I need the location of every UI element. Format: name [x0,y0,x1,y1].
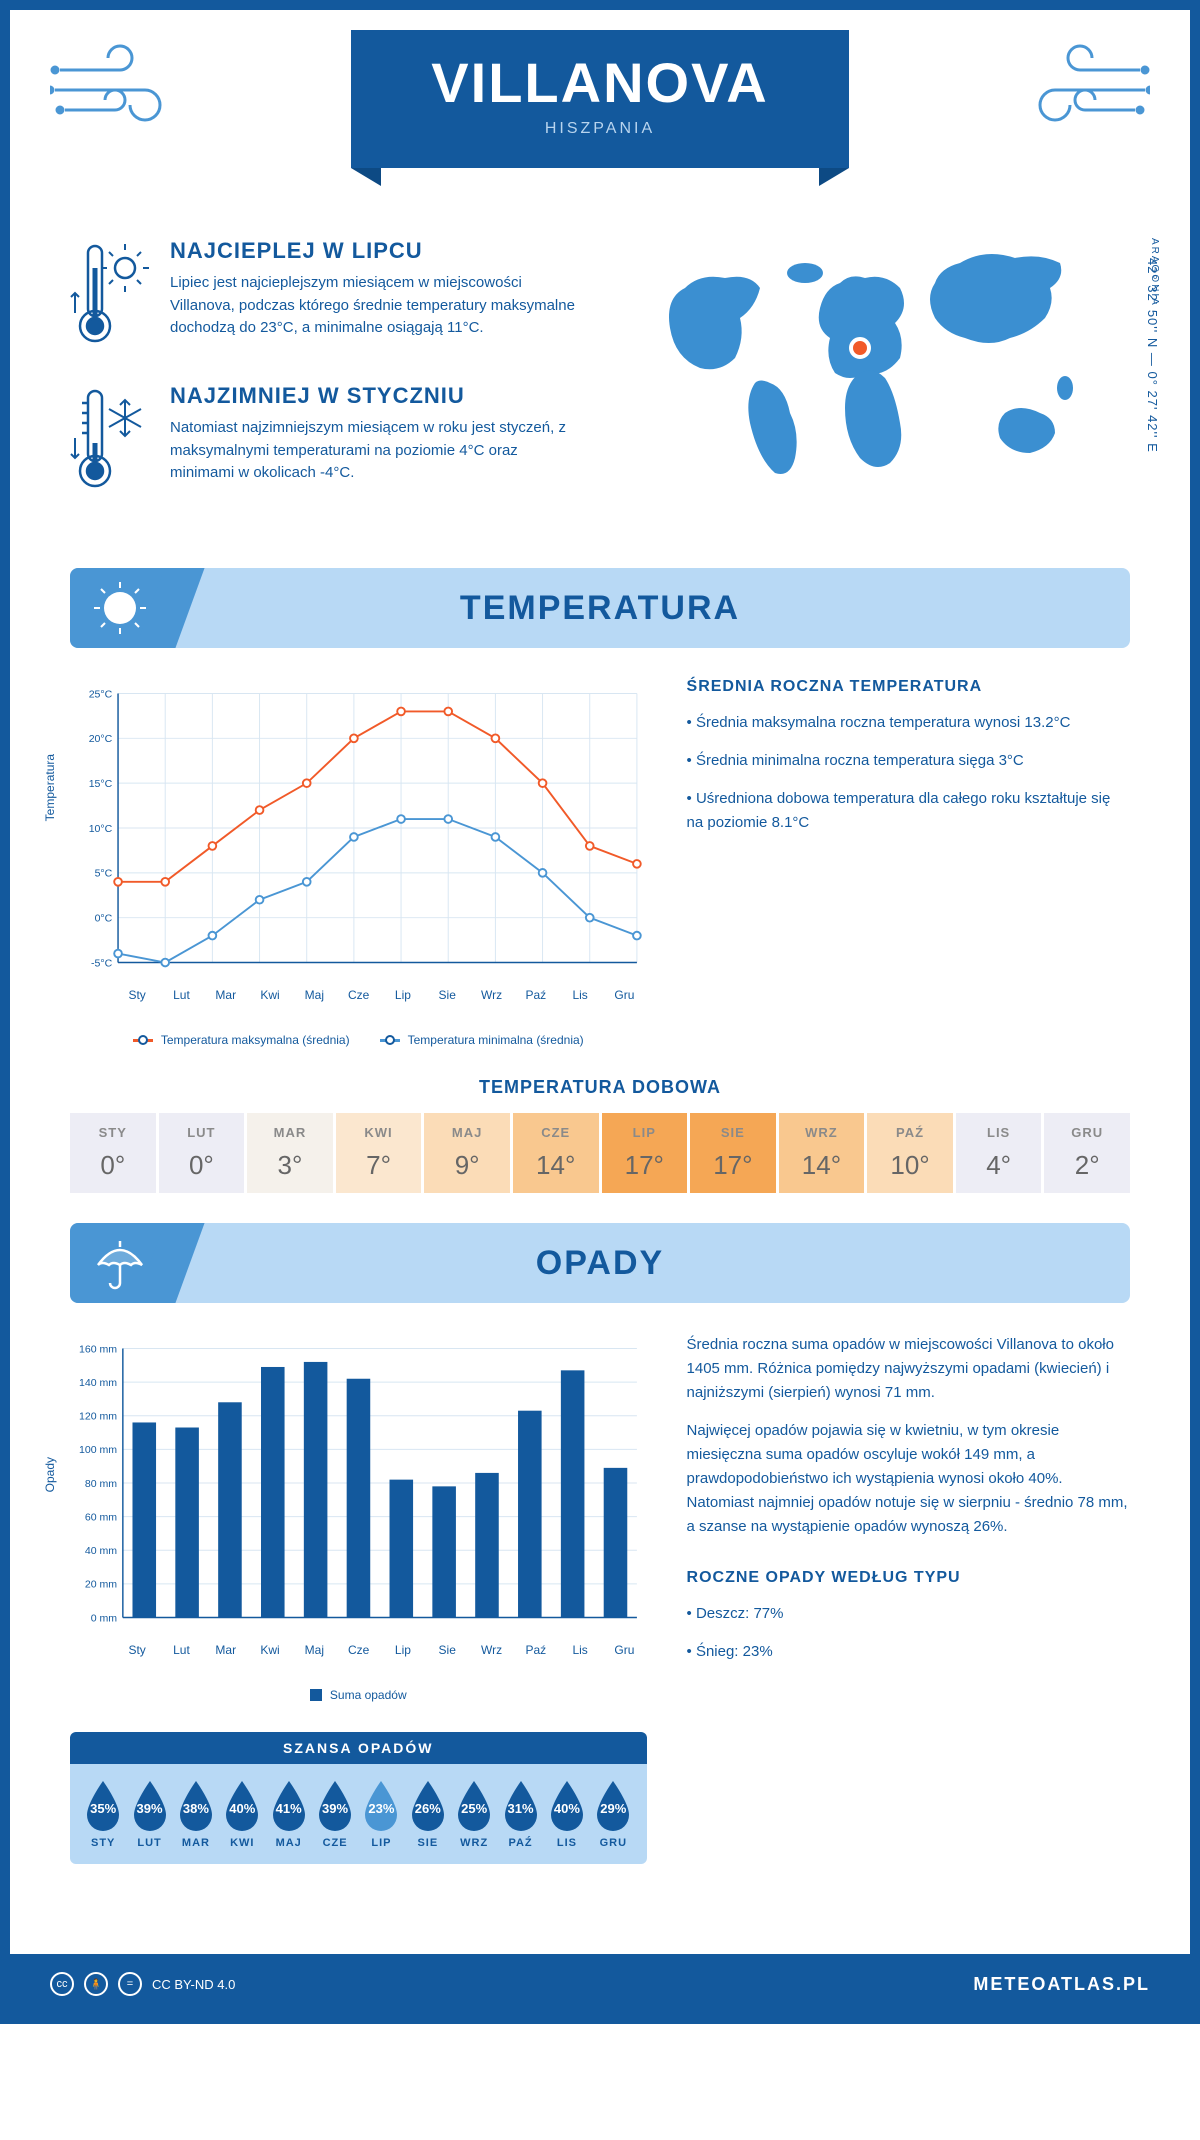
temperature-line-chart: Temperatura -5°C0°C5°C10°C15°C20°C25°C S… [70,678,647,1018]
cc-icon: cc [50,1972,74,1996]
svg-text:-5°C: -5°C [91,957,113,969]
infographic-container: VILLANOVA HISZPANIA NAJCIEPLEJ W LIPCU L… [0,0,1200,2024]
wind-icon [50,40,180,135]
summary-text: Średnia roczna suma opadów w miejscowośc… [687,1333,1130,1405]
precip-chance-cell: 23% LIP [358,1779,404,1849]
daily-temp-table: STY0°LUT0°MAR3°KWI7°MAJ9°CZE14°LIP17°SIE… [70,1113,1130,1193]
thermometer-hot-icon [70,238,150,353]
daily-temp-cell: CZE14° [513,1113,599,1193]
chart-legend: .legend-swatch::before{border-color:inhe… [70,1033,647,1047]
fact-text: Lipiec jest najcieplejszym miesiącem w m… [170,272,580,340]
summary-text: Najwięcej opadów pojawia się w kwietniu,… [687,1419,1130,1539]
precip-chance-cell: 40% LIS [544,1779,590,1849]
by-type-item: Deszcz: 77% [687,1602,1130,1626]
summary-bullet: Średnia minimalna roczna temperatura się… [687,749,1130,773]
sun-icon [70,568,170,648]
daily-temp-cell: PAŹ10° [867,1113,953,1193]
precip-chance-grid: 35% STY 39% LUT 38% MAR 40% KWI 41% MAJ … [70,1764,647,1864]
coordinates: 42° 32' 50'' N — 0° 27' 42'' E [1145,258,1160,453]
daily-temp-title: TEMPERATURA DOBOWA [70,1077,1130,1098]
wind-icon [1020,40,1150,135]
fact-title: NAJZIMNIEJ W STYCZNIU [170,383,580,409]
svg-text:40 mm: 40 mm [85,1545,117,1557]
precip-chance-cell: 39% LUT [126,1779,172,1849]
svg-text:20°C: 20°C [89,733,113,745]
precip-chance-cell: 41% MAJ [266,1779,312,1849]
svg-text:140 mm: 140 mm [79,1377,117,1389]
svg-text:100 mm: 100 mm [79,1444,117,1456]
header: VILLANOVA HISZPANIA [10,10,1190,218]
nd-icon: = [118,1972,142,1996]
svg-text:15°C: 15°C [89,778,113,790]
footer: cc 🧍 = CC BY-ND 4.0 METEOATLAS.PL [10,1954,1190,2014]
summary-bullet: Uśredniona dobowa temperatura dla całego… [687,787,1130,835]
by-type-title: ROCZNE OPADY WEDŁUG TYPU [687,1569,1130,1587]
precip-chance-cell: 25% WRZ [451,1779,497,1849]
daily-temp-cell: LUT0° [159,1113,245,1193]
chart-legend: Suma opadów [70,1688,647,1702]
svg-text:10°C: 10°C [89,823,113,835]
svg-text:5°C: 5°C [95,868,113,880]
summary-bullet: Średnia maksymalna roczna temperatura wy… [687,711,1130,735]
thermometer-cold-icon [70,383,150,498]
daily-temp-cell: LIS4° [956,1113,1042,1193]
daily-temp-cell: MAR3° [247,1113,333,1193]
daily-temp-cell: GRU2° [1044,1113,1130,1193]
country-name: HISZPANIA [431,120,768,138]
fact-text: Natomiast najzimniejszym miesiącem w rok… [170,417,580,485]
license-text: CC BY-ND 4.0 [152,1977,235,1992]
precip-chance-cell: 38% MAR [173,1779,219,1849]
legend-label: Suma opadów [330,1688,407,1702]
precip-chance-cell: 26% SIE [405,1779,451,1849]
city-name: VILLANOVA [431,50,768,115]
section-title: TEMPERATURA [170,589,1130,628]
daily-temp-cell: STY0° [70,1113,156,1193]
precip-summary: Średnia roczna suma opadów w miejscowośc… [687,1333,1130,1864]
fact-warmest: NAJCIEPLEJ W LIPCU Lipiec jest najcieple… [70,238,580,353]
precip-bar-chart: Opady 0 mm20 mm40 mm60 mm80 mm100 mm120 … [70,1333,647,1673]
temperature-summary: ŚREDNIA ROCZNA TEMPERATURA Średnia maksy… [687,678,1130,1047]
svg-text:20 mm: 20 mm [85,1579,117,1591]
fact-title: NAJCIEPLEJ W LIPCU [170,238,580,264]
precip-chance-cell: 35% STY [80,1779,126,1849]
map-marker [851,339,869,357]
daily-temp-cell: MAJ9° [424,1113,510,1193]
y-axis-label: Opady [43,1457,57,1492]
by-icon: 🧍 [84,1972,108,1996]
svg-text:0°C: 0°C [95,913,113,925]
svg-text:25°C: 25°C [89,688,113,700]
intro-row: NAJCIEPLEJ W LIPCU Lipiec jest najcieple… [70,238,1130,528]
daily-temp-cell: LIP17° [602,1113,688,1193]
svg-text:60 mm: 60 mm [85,1511,117,1523]
daily-temp-cell: SIE17° [690,1113,776,1193]
svg-text:0 mm: 0 mm [91,1612,118,1624]
fact-coldest: NAJZIMNIEJ W STYCZNIU Natomiast najzimni… [70,383,580,498]
y-axis-label: Temperatura [43,754,57,821]
section-header-temperature: TEMPERATURA [70,568,1130,648]
precip-chance-cell: 29% GRU [590,1779,636,1849]
section-title: OPADY [170,1244,1130,1283]
svg-text:160 mm: 160 mm [79,1343,117,1355]
section-header-precip: OPADY [70,1223,1130,1303]
title-banner: VILLANOVA HISZPANIA [351,30,848,168]
daily-temp-cell: KWI7° [336,1113,422,1193]
summary-title: ŚREDNIA ROCZNA TEMPERATURA [687,678,1130,696]
precip-chance-cell: 39% CZE [312,1779,358,1849]
svg-text:80 mm: 80 mm [85,1478,117,1490]
daily-temp-cell: WRZ14° [779,1113,865,1193]
svg-text:120 mm: 120 mm [79,1411,117,1423]
precip-chance-cell: 40% KWI [219,1779,265,1849]
by-type-item: Śnieg: 23% [687,1640,1130,1664]
site-name: METEOATLAS.PL [973,1974,1150,1995]
precip-chance-title: SZANSA OPADÓW [70,1732,647,1764]
legend-label: Temperatura maksymalna (średnia) [161,1033,350,1047]
precip-chance-cell: 31% PAŹ [497,1779,543,1849]
legend-label: Temperatura minimalna (średnia) [408,1033,584,1047]
umbrella-icon [70,1223,170,1303]
world-map [620,238,1130,498]
